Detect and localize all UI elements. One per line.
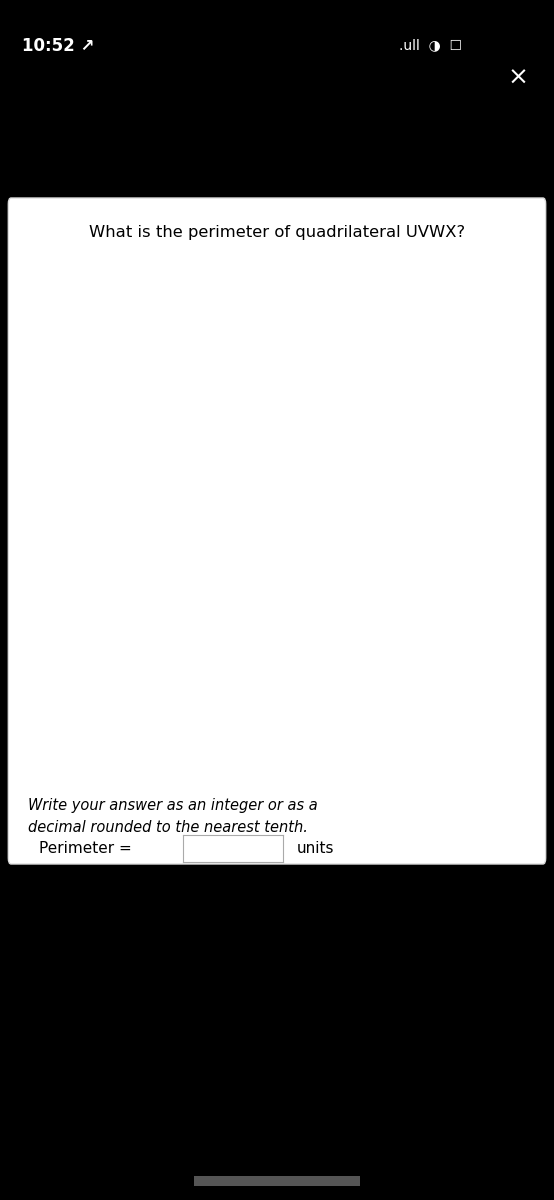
Text: .ull  ◑  ☐: .ull ◑ ☐ (399, 38, 462, 53)
Text: ×: × (507, 66, 529, 90)
Text: 10:52 ↗: 10:52 ↗ (22, 37, 95, 55)
Text: W: W (263, 358, 281, 376)
Text: decimal rounded to the nearest tenth.: decimal rounded to the nearest tenth. (28, 821, 307, 835)
Text: Perimeter =: Perimeter = (39, 841, 131, 856)
Text: V: V (434, 756, 447, 770)
Text: X: X (347, 253, 361, 271)
Text: y: y (300, 253, 308, 266)
Text: units: units (296, 841, 334, 856)
Text: Write your answer as an integer or as a: Write your answer as an integer or as a (28, 798, 317, 812)
Text: x: x (519, 499, 526, 512)
Text: What is the perimeter of quadrilateral UVWX?: What is the perimeter of quadrilateral U… (89, 226, 465, 240)
Text: U: U (324, 499, 335, 514)
